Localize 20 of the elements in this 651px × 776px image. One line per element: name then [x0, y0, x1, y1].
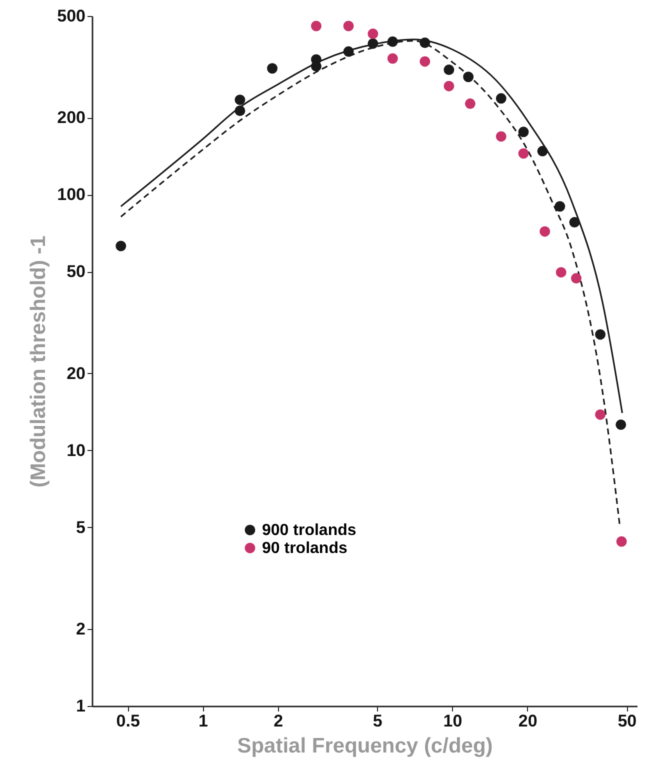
x-tick-label: 1 [198, 712, 208, 730]
x-tick-label: 20 [518, 712, 538, 730]
x-tick-label: 50 [618, 712, 637, 730]
legend-label: 90 trolands [262, 540, 348, 557]
y-tick-label: 1 [76, 696, 86, 716]
y-tick-label: 10 [66, 440, 86, 460]
y-tick-label: 50 [66, 262, 86, 282]
y-tick-label: 200 [57, 108, 86, 128]
x-tick-label: 10 [443, 712, 462, 730]
y-tick-label: 2 [76, 620, 86, 639]
y-tick-label: 5 [76, 518, 86, 537]
y-tick-label: 20 [66, 364, 86, 383]
y-tick-label: 500 [57, 6, 86, 26]
legend-label: 900 trolands [262, 522, 356, 539]
x-axis-title: Spatial Frequency (c/deg) [237, 734, 493, 758]
y-tick-label: 100 [57, 185, 86, 204]
x-tick-label: 5 [372, 712, 382, 730]
y-axis-title: (Modulation threshold) -1 [27, 235, 50, 488]
x-tick-label: 0.5 [116, 712, 140, 730]
x-tick-label: 2 [274, 712, 284, 730]
